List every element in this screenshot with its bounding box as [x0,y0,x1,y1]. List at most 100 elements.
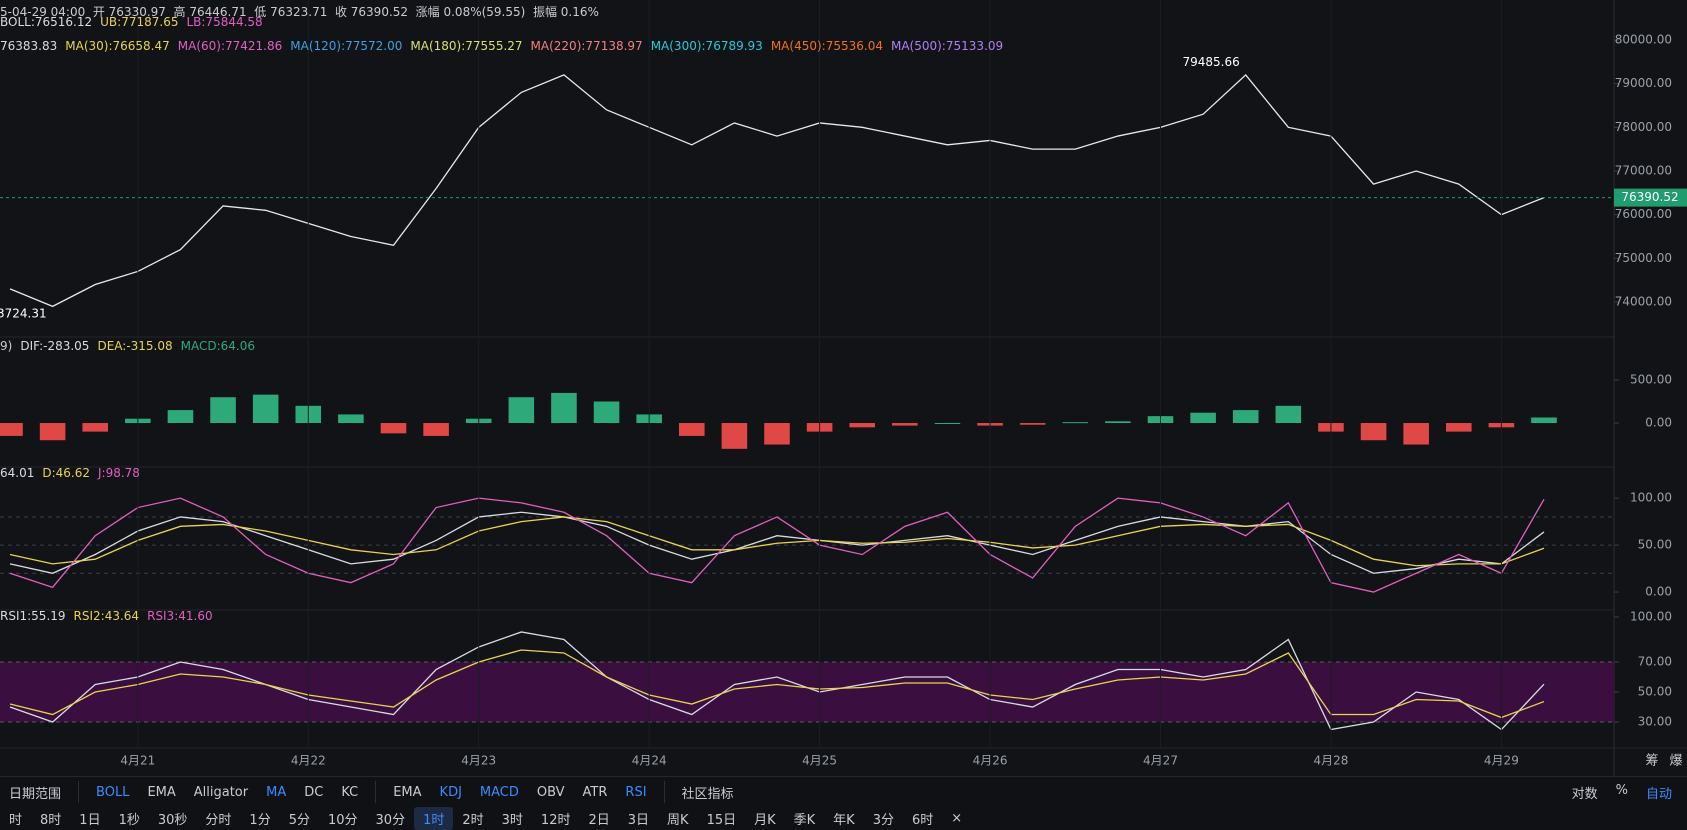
x-tick-label: 4月21 [120,754,155,768]
period-button[interactable]: 年K [833,812,855,828]
macd-bar [167,410,194,424]
y-tick-label: 75000.00 [1615,251,1672,265]
macd-bar [338,414,364,424]
x-tick-label: 4月22 [291,754,326,768]
axis-corner-label: 爆 [1669,754,1682,769]
indicator-header: 76383.83 MA(30):76658.47 MA(60):77421.86 MA… [0,38,1003,54]
indicator-button[interactable]: DC [304,784,324,800]
macd-bar [1275,405,1302,424]
indicator-button[interactable]: MACD [479,784,519,800]
macd-bar [551,392,577,424]
scale-options: 对数% 自动 [1563,781,1681,804]
period-button[interactable]: 30秒 [157,812,188,828]
macd-bar [1403,423,1429,445]
indicator-value: MA(180):77555.27 [410,39,523,53]
period-button[interactable]: 1时 [414,806,454,830]
scale-option[interactable]: % [1615,782,1628,798]
macd-bar [210,397,236,424]
period-button[interactable]: 1日 [79,812,101,828]
period-button[interactable]: 3分 [872,812,894,828]
period-button[interactable]: 季K [793,812,816,828]
macd-bar [1062,422,1089,424]
scale-option[interactable]: 自动 [1645,786,1672,802]
indicator-button[interactable]: KC [341,784,359,800]
indicator-button[interactable]: RSI [625,784,647,800]
x-tick-label: 4月24 [632,754,667,768]
period-button[interactable]: × [951,810,963,826]
macd-bar [721,423,748,449]
last-price-label: 76390.52 [1621,190,1678,204]
indicator-value: J:98.78 [98,466,140,480]
indicator-value: BOLL:76516.12 [0,15,93,29]
price-annotation: 79485.66 [1182,55,1239,69]
macd-bar [1531,417,1557,424]
indicator-value: MA(450):75536.04 [770,39,883,53]
macd-bar [1105,421,1131,424]
indicator-value: RSI2:43.64 [73,609,140,623]
indicator-value: DEA:-315.08 [97,339,173,353]
period-button[interactable]: 3日 [627,812,650,828]
period-button[interactable]: 2日 [588,812,610,828]
period-button[interactable]: 1分 [249,812,271,828]
period-button[interactable]: 15日 [706,812,737,828]
background [0,0,1687,776]
indicator-button[interactable]: KDJ [439,784,462,800]
period-button[interactable]: 2时 [462,812,484,828]
y-tick-label: 0.00 [1645,416,1672,430]
indicator-value: MA(220):77138.97 [530,39,643,53]
rsi-band [0,661,1614,723]
indicator-value: 64.01 [0,466,35,480]
panel: 0.00 50.00 100.00 [0,491,1672,599]
indicator-button[interactable]: EMA [393,784,422,800]
scale-option[interactable]: 对数 [1571,786,1598,802]
period-button[interactable]: 8时 [40,812,62,828]
period-button[interactable]: 12时 [540,812,571,828]
macd-bar [380,423,407,434]
indicator-value: MA(300):76789.93 [650,39,763,53]
axis-corner-label: 筹 [1645,753,1658,769]
macd-bar [1232,410,1259,424]
y-tick-label: 500.00 [1630,373,1672,387]
separator [663,781,665,803]
indicator-button[interactable]: ATR [582,784,608,800]
y-tick-label: 100.00 [1630,609,1672,623]
indicator-button[interactable]: EMA [147,784,176,800]
macd-bar [423,423,449,436]
period-button[interactable]: 3时 [501,812,523,828]
series-line [9,511,1545,574]
macd-bar [934,423,961,425]
indicator-row: 日期范围 BOLL EMA Alligator MA DC KC EMA KDJ MACD OBV A… [0,779,1687,805]
indicator-header: 9) DIF:-283.05 DEA:-315.08 MACD:64.06 [0,338,255,354]
indicator-button[interactable]: OBV [536,784,565,800]
indicator-value: MA(30):76658.47 [65,39,170,53]
series-line [9,497,1545,593]
toolbar: 日期范围 BOLL EMA Alligator MA DC KC EMA KDJ MACD OBV A… [0,776,1687,830]
macd-bar [39,423,66,441]
y-tick-label: 80000.00 [1615,32,1672,46]
x-tick-label: 4月27 [1143,754,1178,768]
period-button[interactable]: 1秒 [118,812,140,828]
period-button[interactable]: 5分 [288,812,310,828]
macd-bar [593,401,620,424]
last-price-tag [1614,188,1687,207]
period-button[interactable]: 时 [9,812,23,828]
period-button[interactable]: 6时 [911,812,934,828]
macd-bar [764,423,790,445]
period-button[interactable]: 10分 [327,812,358,828]
period-button[interactable]: 分时 [205,812,232,828]
indicator-button[interactable]: MA [266,784,287,800]
indicator-button[interactable]: 社区指标 [681,786,734,802]
price-annotation: 73724.31 [0,307,47,321]
indicator-value: DIF:-283.05 [20,339,90,353]
indicator-button[interactable]: 日期范围 [9,786,62,802]
period-button[interactable]: 周K [667,812,689,828]
period-button[interactable]: 月K [754,812,776,828]
indicator-value: MA(120):77572.00 [290,39,403,53]
indicator-button[interactable]: Alligator [193,784,249,800]
series-line [9,516,1545,567]
indicator-value: UB:77187.65 [100,15,179,29]
x-tick-label: 4月28 [1313,754,1348,768]
panel: 30.00 50.00 70.00 100.00 [0,609,1672,731]
period-button[interactable]: 30分 [375,812,406,828]
indicator-button[interactable]: BOLL [96,784,130,800]
